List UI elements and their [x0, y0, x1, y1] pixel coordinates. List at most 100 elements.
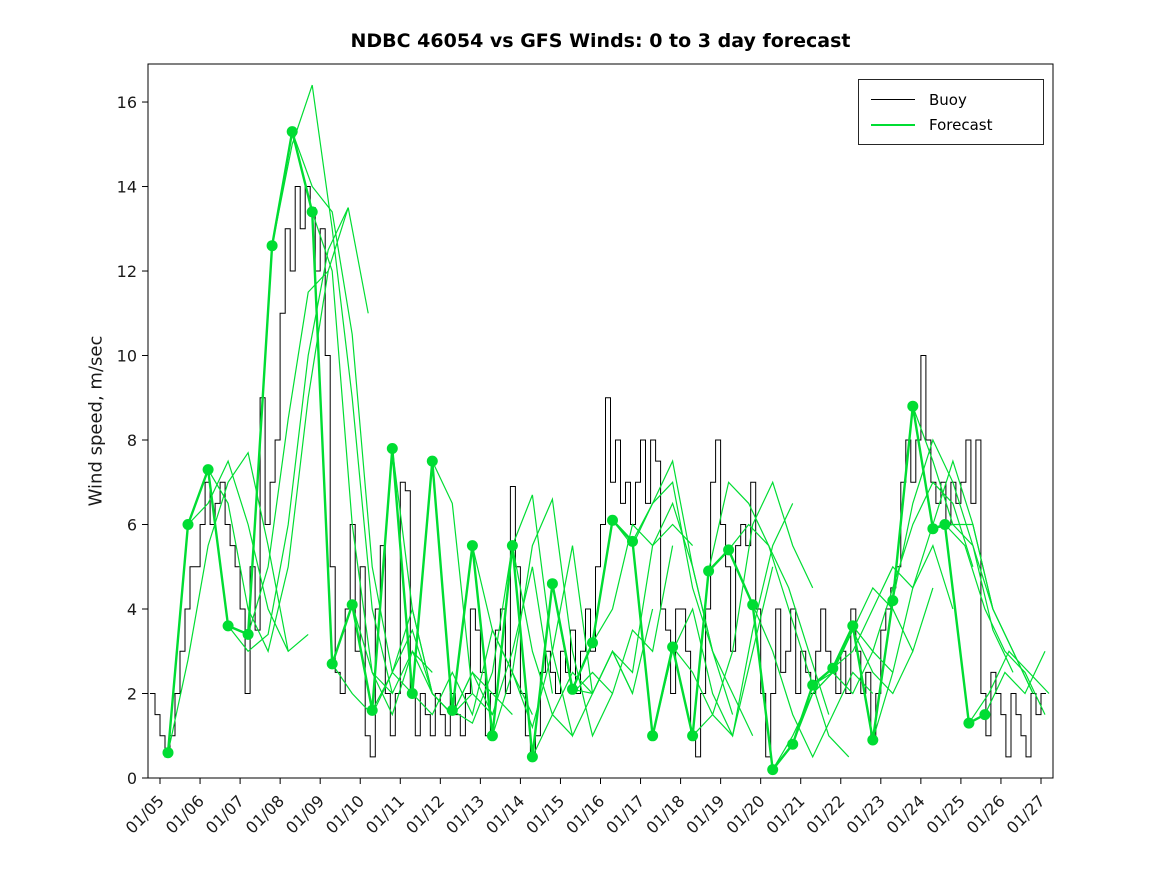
y-tick-label: 8 — [127, 431, 137, 450]
forecast-start-marker — [326, 658, 338, 670]
forecast-run-line — [892, 438, 1014, 673]
x-tick-label: 01/18 — [642, 791, 688, 837]
forecast-run-line — [572, 523, 694, 695]
forecast-run-line — [431, 460, 553, 716]
x-tick-label: 01/11 — [362, 791, 408, 837]
forecast-start-marker — [266, 240, 278, 252]
forecast-start-marker — [202, 464, 214, 476]
legend-buoy-label: Buoy — [929, 90, 967, 109]
buoy-line-swatch — [871, 99, 915, 100]
forecast-start-marker — [927, 523, 939, 535]
x-tick-label: 01/12 — [402, 791, 448, 837]
forecast-start-marker — [386, 443, 398, 454]
forecast-start-marker — [466, 540, 478, 552]
forecast-start-marker — [723, 544, 735, 556]
forecast-start-marker — [703, 565, 715, 577]
y-tick-label: 6 — [127, 516, 137, 535]
forecast-run-line — [984, 651, 1046, 715]
forecast-start-marker — [426, 455, 438, 467]
forecast-start-marker — [182, 519, 194, 530]
x-tick-label: 01/07 — [202, 791, 248, 837]
forecast-start-marker — [647, 730, 659, 742]
forecast-run-line — [227, 207, 349, 653]
forecast-run-line — [944, 524, 1046, 715]
y-tick-label: 10 — [117, 347, 137, 366]
x-tick-label: 01/13 — [442, 791, 488, 837]
forecast-run-line — [672, 503, 794, 738]
forecast-start-marker — [526, 751, 538, 763]
forecast-start-marker — [486, 730, 498, 742]
forecast-run-line — [491, 496, 614, 738]
buoy-series-line — [150, 186, 1046, 758]
x-tick-label: 01/09 — [282, 791, 328, 837]
forecast-start-marker — [979, 709, 991, 721]
forecast-start-marker — [747, 599, 759, 611]
x-tick-label: 01/20 — [722, 791, 768, 837]
legend: Buoy Forecast — [858, 79, 1044, 145]
forecast-line-swatch — [871, 123, 915, 126]
forecast-run-line — [692, 480, 814, 737]
forecast-mean-line — [166, 130, 986, 771]
forecast-start-marker — [346, 599, 358, 611]
forecast-start-marker — [939, 519, 951, 530]
forecast-run-line — [167, 451, 289, 753]
forecast-start-marker — [627, 535, 638, 547]
forecast-start-marker — [286, 126, 298, 138]
forecast-run-line — [832, 543, 954, 669]
x-tick-label: 01/22 — [803, 791, 849, 837]
forecast-start-marker — [887, 595, 899, 607]
plot-border — [147, 63, 1054, 779]
forecast-run-line — [852, 481, 974, 653]
x-tick-label: 01/26 — [963, 791, 1009, 837]
y-axis-label: Wind speed, m/sec — [85, 335, 107, 507]
forecast-start-marker — [546, 578, 558, 590]
x-tick-label: 01/25 — [923, 791, 969, 837]
forecast-start-marker — [963, 717, 975, 729]
legend-item-buoy: Buoy — [871, 87, 1031, 112]
x-tick-label: 01/17 — [602, 791, 648, 837]
x-tick-label: 01/27 — [1003, 791, 1049, 837]
x-tick-label: 01/23 — [843, 791, 889, 837]
y-tick-label: 14 — [117, 178, 137, 197]
forecast-run-line — [752, 604, 874, 759]
forecast-start-marker — [567, 683, 578, 695]
x-tick-label: 01/19 — [682, 791, 728, 837]
forecast-start-marker — [827, 662, 839, 674]
x-tick-label: 01/15 — [522, 791, 568, 837]
forecast-start-marker — [366, 704, 378, 716]
y-tick-label: 12 — [117, 262, 137, 281]
x-tick-label: 01/21 — [763, 791, 809, 837]
forecast-run-line — [187, 459, 309, 653]
x-tick-label: 01/10 — [322, 791, 368, 837]
x-tick-label: 01/16 — [562, 791, 608, 837]
forecast-start-marker — [587, 637, 598, 649]
y-tick-label: 0 — [127, 769, 137, 788]
forecast-run-line — [247, 207, 369, 635]
x-tick-label: 01/06 — [162, 791, 208, 837]
forecast-run-line — [511, 494, 634, 738]
forecast-run-line — [631, 481, 754, 737]
forecast-start-marker — [222, 620, 234, 632]
forecast-start-marker — [607, 514, 618, 526]
forecast-start-marker — [306, 206, 318, 218]
legend-item-forecast: Forecast — [871, 112, 1031, 137]
forecast-start-marker — [767, 764, 779, 776]
forecast-start-marker — [867, 734, 879, 746]
forecast-run-line — [968, 650, 1050, 724]
y-tick-label: 4 — [127, 600, 137, 619]
forecast-start-marker — [807, 679, 819, 691]
y-tick-label: 16 — [117, 93, 137, 112]
y-tick-label: 2 — [127, 685, 137, 704]
forecast-run-line — [728, 523, 850, 758]
forecast-run-line — [471, 545, 594, 730]
forecast-start-marker — [446, 704, 458, 716]
forecast-run-line — [207, 270, 329, 654]
forecast-start-marker — [506, 540, 518, 552]
x-tick-label: 01/24 — [883, 791, 929, 837]
forecast-start-marker — [242, 628, 254, 640]
legend-forecast-label: Forecast — [929, 115, 993, 134]
forecast-start-marker — [406, 688, 418, 699]
x-tick-label: 01/08 — [242, 791, 288, 837]
